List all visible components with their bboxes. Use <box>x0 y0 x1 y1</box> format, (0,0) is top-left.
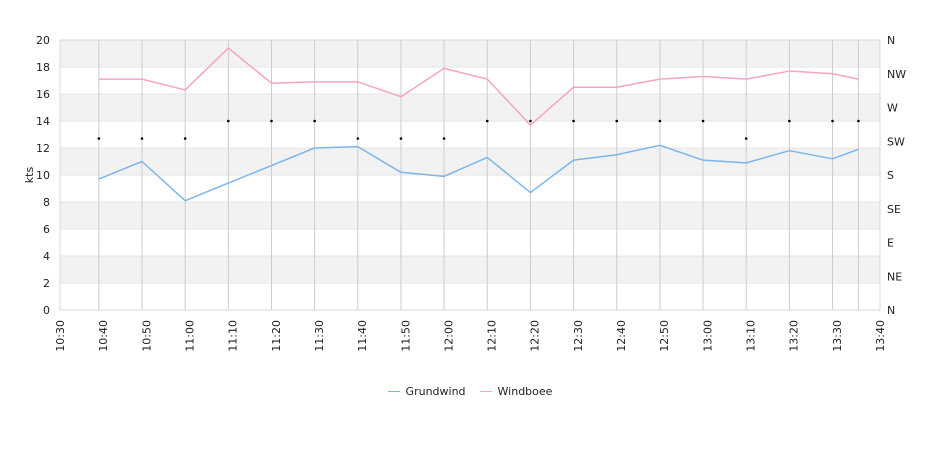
x-tick-label: 12:00 <box>442 320 455 352</box>
x-tick-label: 10:30 <box>54 320 67 352</box>
plot-band <box>60 94 880 121</box>
direction-marker <box>529 119 532 123</box>
legend: Grundwind Windboee <box>0 385 940 398</box>
y-tick-label: 18 <box>36 61 50 74</box>
direction-axis-label: S <box>887 169 894 182</box>
direction-marker <box>140 137 144 140</box>
direction-marker <box>831 119 834 123</box>
legend-item-windboee[interactable]: Windboee <box>479 385 553 398</box>
direction-marker <box>183 137 187 140</box>
direction-marker <box>744 137 748 140</box>
direction-axis-label: SW <box>887 135 905 148</box>
x-tick-label: 12:10 <box>486 320 499 352</box>
direction-marker <box>313 119 316 123</box>
series-line-grundwind <box>98 144 859 202</box>
x-tick-label: 12:50 <box>658 320 671 352</box>
legend-swatch-windboee <box>479 391 492 392</box>
x-tick-label: 12:40 <box>615 320 628 352</box>
direction-marker <box>485 119 489 123</box>
series-line-windboee <box>98 47 859 126</box>
y-tick-label: 6 <box>43 223 50 236</box>
x-tick-label: 11:20 <box>270 320 283 352</box>
plot-band <box>60 148 880 175</box>
x-tick-label: 10:50 <box>140 320 153 352</box>
direction-marker <box>701 119 705 123</box>
legend-label-grundwind: Grundwind <box>405 385 466 398</box>
x-tick-label: 13:10 <box>745 320 758 352</box>
y-tick-label: 10 <box>36 169 50 182</box>
x-tick-label: 11:50 <box>399 320 412 352</box>
direction-marker <box>227 119 230 123</box>
legend-label-windboee: Windboee <box>497 385 553 398</box>
x-tick-label: 10:40 <box>97 320 110 352</box>
direction-marker <box>788 119 791 123</box>
plot-band <box>60 40 880 67</box>
direction-marker <box>658 119 662 123</box>
y-tick-label: 12 <box>36 142 50 155</box>
direction-axis-label: N <box>887 304 895 317</box>
direction-axis-label: W <box>887 102 898 115</box>
direction-marker <box>442 137 446 140</box>
y-tick-label: 20 <box>36 34 50 47</box>
direction-marker <box>615 119 619 123</box>
direction-marker <box>572 119 575 123</box>
y-tick-label: 2 <box>43 277 50 290</box>
direction-axis-label: E <box>887 237 894 250</box>
y-tick-label: 16 <box>36 88 50 101</box>
y-tick-label: 14 <box>36 115 50 128</box>
y-tick-label: 8 <box>43 196 50 209</box>
x-tick-label: 11:30 <box>313 320 326 352</box>
x-tick-label: 13:00 <box>701 320 714 352</box>
direction-axis-label: SE <box>887 203 901 216</box>
x-tick-label: 13:30 <box>831 320 844 352</box>
x-tick-label: 11:10 <box>227 320 240 352</box>
direction-marker <box>97 137 101 140</box>
legend-swatch-grundwind <box>387 391 400 392</box>
direction-axis-label: NE <box>887 270 902 283</box>
direction-marker <box>857 119 860 123</box>
direction-marker <box>270 119 273 123</box>
direction-axis-label: NW <box>887 68 906 81</box>
x-tick-label: 11:40 <box>356 320 369 352</box>
x-tick-label: 12:20 <box>529 320 542 352</box>
y-tick-label: 4 <box>43 250 50 263</box>
x-tick-label: 13:20 <box>788 320 801 352</box>
direction-marker <box>356 137 360 140</box>
legend-item-grundwind[interactable]: Grundwind <box>387 385 466 398</box>
y-tick-label: 0 <box>43 304 50 317</box>
y-axis-label: kts <box>23 167 36 184</box>
plot-band <box>60 202 880 229</box>
x-tick-label: 13:40 <box>874 320 887 352</box>
plot-band <box>60 256 880 283</box>
plot-border <box>59 39 881 311</box>
direction-marker <box>399 137 403 140</box>
direction-axis-label: N <box>887 34 895 47</box>
x-tick-label: 11:00 <box>183 320 196 352</box>
x-tick-label: 12:30 <box>572 320 585 352</box>
